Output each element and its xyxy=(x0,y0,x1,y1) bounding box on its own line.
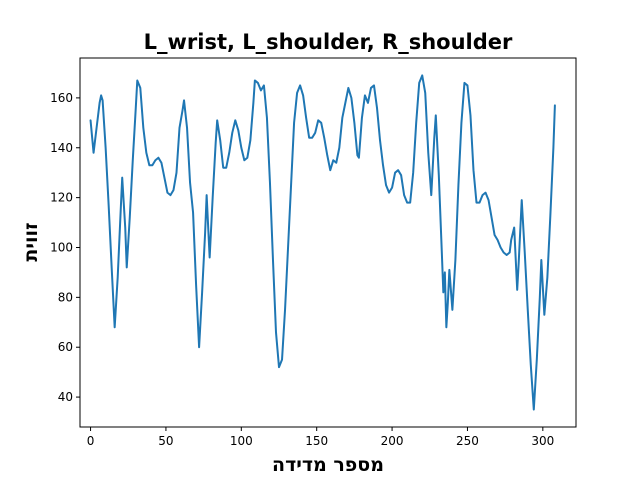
y-tick-label: 80 xyxy=(58,290,73,304)
x-tick-label: 300 xyxy=(531,434,554,448)
y-tick-label: 160 xyxy=(50,91,73,105)
plot-area-frame xyxy=(79,57,577,428)
y-tick-label: 100 xyxy=(50,240,73,254)
y-tick-label: 120 xyxy=(50,191,73,205)
x-axis-label: מספר מדידה xyxy=(272,454,384,476)
x-axis: 0 50 100 150 200 250 300 xyxy=(87,427,554,448)
y-axis: 40 60 80 100 120 140 160 xyxy=(50,91,80,404)
x-tick-label: 50 xyxy=(158,434,173,448)
x-tick-label: 200 xyxy=(381,434,404,448)
series-line-0 xyxy=(89,74,556,411)
y-axis-label: זווית xyxy=(20,222,42,261)
series-layer xyxy=(89,74,556,411)
chart-title: L_wrist, L_shoulder, R_shoulder xyxy=(144,30,513,54)
x-tick-label: 100 xyxy=(230,434,253,448)
x-tick-label: 150 xyxy=(305,434,328,448)
y-tick-label: 140 xyxy=(50,141,73,155)
y-tick-label: 40 xyxy=(58,390,73,404)
x-tick-label: 250 xyxy=(456,434,479,448)
y-tick-label: 60 xyxy=(58,340,73,354)
x-tick-label: 0 xyxy=(87,434,95,448)
